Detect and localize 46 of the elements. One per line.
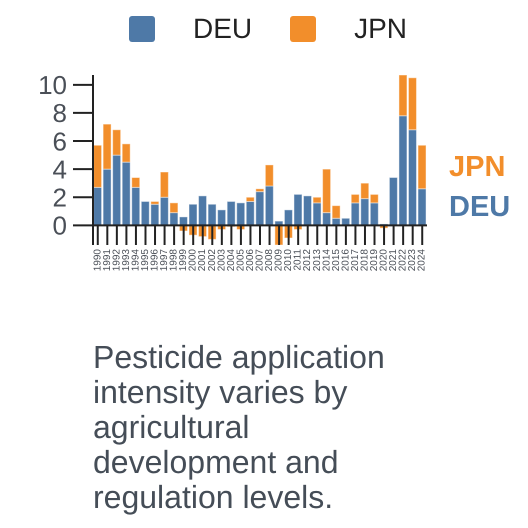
x-tick-label: 2017 [350, 248, 361, 272]
x-tick-label: 1999 [178, 248, 190, 272]
x-tick-label: 1993 [120, 248, 132, 272]
x-tick-label: 2014 [321, 248, 332, 272]
x-tick-label: 1995 [140, 248, 151, 272]
x-tick-label: 2019 [369, 248, 380, 272]
x-tick-label: 2024 [416, 248, 428, 272]
x-tick-label: 2020 [378, 248, 390, 272]
x-tick-label: 2010 [283, 248, 294, 272]
legend-label: JPN [354, 13, 408, 45]
x-tick-label: 2007 [254, 248, 266, 272]
x-tick-label: 2011 [292, 248, 304, 271]
x-tick-label: 1997 [159, 248, 170, 272]
x-tick-label: 1990 [92, 248, 104, 272]
x-tick-label: 2009 [274, 248, 285, 272]
x-tick-label: 2018 [359, 248, 370, 272]
x-tick-label: 2015 [330, 248, 342, 272]
x-tick-label: 2022 [398, 248, 409, 272]
legend-label: DEU [192, 13, 252, 45]
y-tick-label: 4 [52, 154, 67, 184]
x-tick-label: 1992 [111, 248, 122, 272]
x-tick-label: 2008 [264, 248, 276, 272]
x-tick-label: 2006 [244, 248, 256, 272]
y-tick-label: 0 [52, 210, 67, 241]
x-tick-label: 2021 [388, 248, 400, 272]
y-tick-label: 10 [38, 70, 67, 100]
x-tick-label: 2004 [226, 248, 237, 272]
y-tick-label: 8 [52, 98, 67, 128]
x-tick-label: 2023 [407, 248, 418, 272]
x-tick-label: 2016 [340, 248, 352, 272]
x-tick-label: 2005 [235, 248, 246, 272]
text: JPN [449, 151, 506, 184]
x-tick-label: 1994 [130, 248, 142, 272]
x-tick-label: 1998 [168, 248, 180, 272]
text: DEU [449, 191, 510, 224]
text: Pesticide application intensity varies by agricultural development and regulation levels. [93, 339, 386, 515]
x-tick-label: 1991 [102, 248, 113, 272]
x-tick-label: 1996 [150, 248, 161, 272]
y-tick-label: 2 [52, 182, 67, 212]
x-tick-label: 2013 [312, 248, 323, 272]
x-tick-label: 2000 [188, 248, 199, 272]
x-tick-label: 2002 [206, 248, 218, 272]
x-tick-label: 2003 [216, 248, 228, 272]
x-tick-label: 2012 [302, 248, 314, 272]
x-tick-label: 2001 [197, 248, 208, 272]
y-tick-label: 6 [52, 126, 67, 156]
